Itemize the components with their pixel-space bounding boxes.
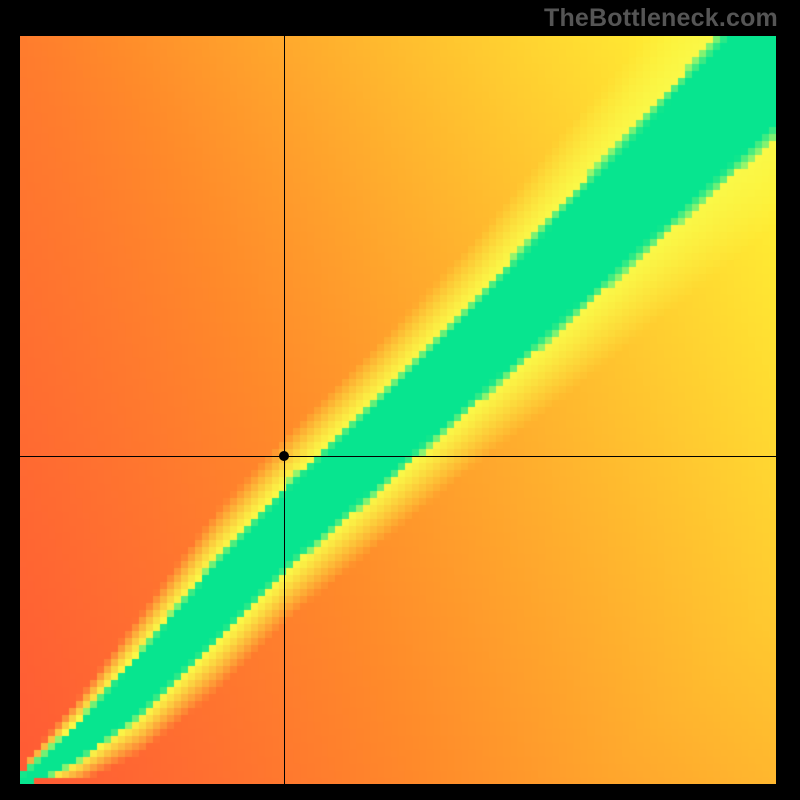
crosshair-vertical	[284, 36, 285, 784]
watermark-text: TheBottleneck.com	[544, 4, 778, 33]
heatmap-plot	[20, 36, 776, 784]
crosshair-horizontal	[20, 456, 776, 457]
data-point-marker	[279, 451, 289, 461]
chart-container: TheBottleneck.com	[0, 0, 800, 800]
heatmap-canvas	[20, 36, 776, 784]
